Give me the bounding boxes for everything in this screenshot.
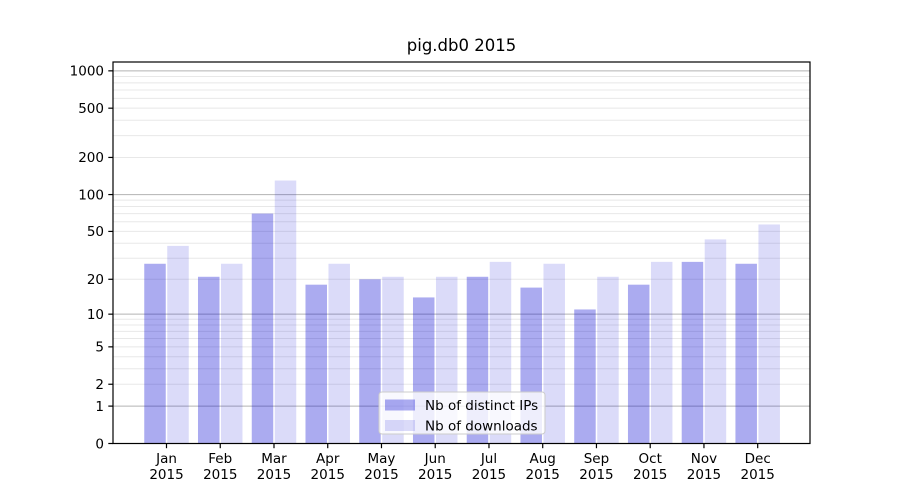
x-tick-label: Feb 2015 <box>203 451 237 483</box>
y-tick-label: 50 <box>87 224 104 240</box>
distinct-ips-bar <box>144 263 166 444</box>
downloads-bar <box>704 239 727 444</box>
distinct-ips-bar <box>197 276 220 444</box>
legend: Nb of distinct IPs Nb of downloads <box>378 391 546 435</box>
legend-box <box>378 391 546 435</box>
x-axis: Jan 2015 Feb 2015 Mar 2015 Apr 2015 May 2015 Jun 20… <box>149 443 775 483</box>
legend-swatch-distinct-ips <box>385 399 415 411</box>
distinct-ips-bar <box>574 309 596 444</box>
distinct-ips-bar <box>359 279 381 444</box>
distinct-ips-bar <box>627 284 650 444</box>
downloads-bar <box>597 276 619 444</box>
downloads-bar <box>274 180 297 444</box>
x-tick-label: Apr 2015 <box>311 451 345 483</box>
x-tick-label: Nov 2015 <box>687 451 721 483</box>
y-tick-label: 2 <box>95 377 104 393</box>
x-tick-label: Sep 2015 <box>579 451 613 483</box>
x-tick-label: Oct 2015 <box>633 451 667 483</box>
distinct-ips-bar <box>681 261 704 444</box>
y-tick-label: 200 <box>78 150 104 166</box>
y-tick-label: 10 <box>87 307 104 323</box>
downloads-bar <box>650 261 673 444</box>
y-tick-label: 5 <box>95 340 104 356</box>
y-tick-label: 1000 <box>70 64 104 80</box>
y-tick-label: 1 <box>95 399 104 415</box>
chart-title: pig.db0 2015 <box>407 36 516 55</box>
y-tick-label: 100 <box>78 187 104 203</box>
y-tick-label: 0 <box>95 436 104 452</box>
distinct-ips-bar <box>305 284 327 444</box>
downloads-bar <box>328 263 350 444</box>
downloads-bar <box>543 263 565 444</box>
x-tick-label: Jan 2015 <box>149 451 183 483</box>
minor-gridlines <box>113 76 810 385</box>
plot-border <box>112 61 811 445</box>
x-tick-label: May 2015 <box>364 451 398 483</box>
downloads-bar <box>758 224 780 444</box>
distinct-ips-bar <box>735 263 757 444</box>
legend-label-downloads: Nb of downloads <box>425 419 538 435</box>
legend-label-distinct-ips: Nb of distinct IPs <box>425 398 538 414</box>
y-axis: 0 1 2 5 10 20 50 100 200 500 1000 <box>70 64 113 452</box>
y-tick-label: 20 <box>87 272 104 288</box>
x-tick-label: Jun 2015 <box>418 451 452 483</box>
distinct-ips-bar <box>251 213 274 444</box>
downloads-bar <box>167 245 189 444</box>
downloads-bar <box>220 263 243 444</box>
y-tick-label: 500 <box>78 101 104 117</box>
x-tick-label: Dec 2015 <box>741 451 775 483</box>
x-tick-label: Jul 2015 <box>472 451 506 483</box>
x-tick-label: Mar 2015 <box>257 451 291 483</box>
legend-swatch-downloads <box>385 420 415 431</box>
x-tick-label: Aug 2015 <box>526 451 560 483</box>
